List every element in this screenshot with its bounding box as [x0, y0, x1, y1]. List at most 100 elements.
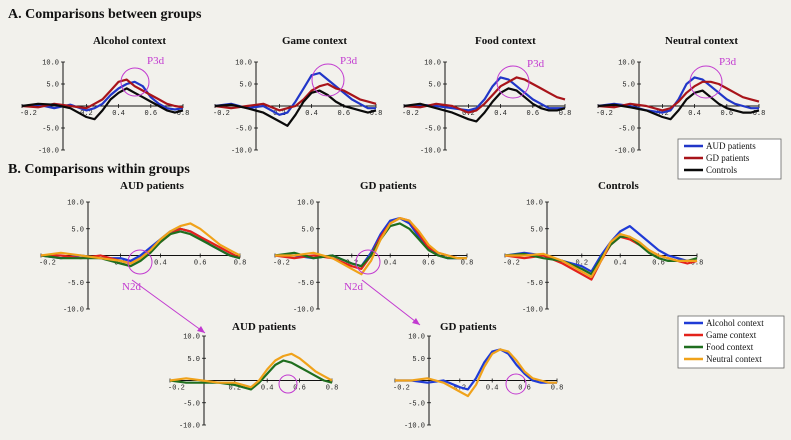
x-tick-label-alcohol-0: -0.2: [20, 110, 37, 118]
section-b-title: B. Comparisons within groups: [8, 162, 190, 177]
y-tick-label-gd_c-2: -5.0: [408, 400, 425, 408]
panel-food: Food context -0.2 0.2 0.4 0.6 0.8 10.0 5.0 -5.0 -…: [402, 35, 571, 156]
series-aud_c-1: [169, 352, 333, 389]
annotation-circle-alcohol: [120, 67, 150, 97]
panel-title-controls_b: Controls: [598, 180, 639, 192]
x-tick-label-gd_c-1: 0.2: [453, 385, 466, 393]
x-tick-label-aud_c-4: 0.8: [326, 385, 339, 393]
legend-label-aud: AUD patients: [706, 141, 756, 151]
panel-aud_b: AUD patients-0.2 0.2 0.4 0.6 0.810.05.0-5.0-…: [39, 180, 246, 315]
y-tick-label-aud_b-0: 10.0: [67, 200, 84, 208]
y-tick-label-gd_b-0: 10.0: [297, 200, 314, 208]
panel-title-neutral: Neutral context: [665, 35, 738, 47]
annotation-circle-food: [496, 65, 530, 99]
y-tick-label-aud_c-3: -10.0: [179, 423, 200, 431]
x-tick-label-aud_b-3: 0.6: [194, 260, 207, 268]
series-controls_b-2: [504, 235, 698, 276]
x-tick-label-gd_c-0: -0.2: [393, 385, 410, 393]
y-tick-label-gd_b-2: -5.0: [297, 280, 314, 288]
x-tick-label-alcohol-1: 0.2: [80, 110, 93, 118]
x-tick-label-food-2: 0.4: [494, 110, 507, 118]
y-tick-label-game-1: 5.0: [239, 82, 252, 90]
annotation-label-food: P3d: [527, 58, 545, 70]
x-tick-label-aud_b-4: 0.8: [234, 260, 247, 268]
x-tick-label-aud_b-2: 0.4: [154, 260, 167, 268]
x-tick-label-aud_b-0: -0.2: [39, 260, 56, 268]
legend-label-game: Game context: [706, 330, 757, 340]
y-tick-label-gd_c-0: 10.0: [408, 334, 425, 342]
x-tick-label-food-1: 0.2: [462, 110, 475, 118]
annotation-circle-neutral: [689, 65, 723, 99]
legend-label-controls: Controls: [706, 165, 738, 175]
legend-contexts: Alcohol context Game context Food contex…: [677, 315, 785, 369]
series-controls_b-3: [505, 233, 697, 278]
y-tick-label-alcohol-0: 10.0: [42, 60, 59, 68]
x-tick-label-aud_c-0: -0.2: [168, 385, 185, 393]
legend-label-alcohol: Alcohol context: [706, 318, 764, 328]
panel-aud_c: AUD patients -0.2 0.2 0.4 0.6 0.8 10.0 5.0 -5.0 -…: [168, 321, 338, 431]
x-tick-label-controls_b-4: 0.8: [691, 260, 704, 268]
y-tick-label-controls_b-1: 5.0: [530, 226, 543, 234]
annotation-circle-gd_b: [355, 249, 381, 275]
panel-title-food: Food context: [475, 35, 536, 47]
y-tick-label-food-3: -10.0: [420, 148, 441, 156]
legend-label-gd: GD patients: [706, 153, 750, 163]
annotation-circle-gd_c: [505, 373, 527, 395]
y-tick-label-neutral-3: -10.0: [614, 148, 635, 156]
panel-gd_c: GD patients-0.2 0.2 0.4 0.6 0.810.05.0-5.0-1…: [393, 321, 563, 431]
x-tick-label-gd_b-4: 0.8: [461, 260, 474, 268]
y-tick-label-controls_b-0: 10.0: [526, 200, 543, 208]
legend-label-neutral: Neutral context: [706, 354, 762, 364]
annotation-circle-game: [311, 63, 345, 97]
y-tick-label-food-1: 5.0: [428, 82, 441, 90]
annotation-label-alcohol: P3d: [147, 55, 165, 67]
series-alcohol-2: [21, 87, 184, 121]
annotation-circle-aud_c: [278, 374, 298, 394]
arrow-gd-head: [412, 318, 420, 325]
series-game-0: [214, 71, 376, 116]
y-tick-label-neutral-2: -5.0: [618, 126, 635, 134]
arrow-aud: [131, 279, 206, 334]
arrow-gd: [361, 279, 421, 326]
x-tick-label-neutral-4: 0.8: [753, 110, 766, 118]
panel-neutral: Neutral context -0.2 0.2 0.4 0.6 0.8 10.0 5.0 -5…: [596, 35, 765, 156]
y-tick-label-alcohol-2: -5.0: [42, 126, 59, 134]
arrows: [131, 279, 421, 334]
series-aud_b-3: [40, 222, 241, 265]
panels: Alcohol context -0.2 0.2 0.4 0.6 0.8 10.0 5.0 -5…: [20, 35, 765, 431]
legend-groups: AUD patients GD patients Controls: [677, 138, 782, 180]
annotation-circle-aud_b: [127, 249, 153, 275]
y-tick-label-alcohol-1: 5.0: [46, 82, 59, 90]
y-tick-label-controls_b-2: -5.0: [526, 280, 543, 288]
x-tick-label-neutral-1: 0.2: [656, 110, 669, 118]
series-alcohol-1: [21, 78, 184, 110]
x-tick-label-game-2: 0.4: [305, 110, 318, 118]
x-tick-label-gd_b-2: 0.4: [384, 260, 397, 268]
x-tick-label-controls_b-0: -0.2: [503, 260, 520, 268]
x-tick-label-neutral-0: -0.2: [596, 110, 613, 118]
y-tick-label-aud_b-3: -10.0: [63, 307, 84, 315]
y-tick-label-gd_c-3: -10.0: [404, 423, 425, 431]
x-tick-label-food-3: 0.6: [526, 110, 539, 118]
y-tick-label-food-0: 10.0: [424, 60, 441, 68]
y-tick-label-gd_c-1: 5.0: [412, 356, 425, 364]
y-tick-label-food-2: -5.0: [424, 126, 441, 134]
x-tick-label-game-4: 0.8: [370, 110, 383, 118]
series-game-2: [214, 89, 377, 127]
annotation-label-aud_b: N2d: [122, 281, 141, 293]
x-tick-label-aud_c-2: 0.4: [261, 385, 274, 393]
x-tick-label-food-0: -0.2: [402, 110, 419, 118]
panel-controls_b: Controls -0.2 0.2 0.4 0.6 0.8 10.0 5.0 -5.0 -10.0: [503, 180, 703, 315]
y-tick-label-game-2: -5.0: [235, 126, 252, 134]
series-game-1: [214, 82, 377, 112]
y-tick-label-aud_b-1: 5.0: [71, 226, 84, 234]
y-tick-label-aud_c-2: -5.0: [183, 400, 200, 408]
panel-gd_b: GD patients-0.2 0.2 0.4 0.6 0.810.05.0-5.0-1…: [273, 180, 473, 315]
arrow-aud-head: [197, 326, 205, 333]
y-tick-label-controls_b-3: -10.0: [522, 307, 543, 315]
panel-title-aud_c: AUD patients: [232, 321, 297, 333]
series-food-0: [403, 76, 565, 112]
series-neutral-1: [597, 80, 760, 112]
x-tick-label-aud_c-1: 0.2: [228, 385, 241, 393]
